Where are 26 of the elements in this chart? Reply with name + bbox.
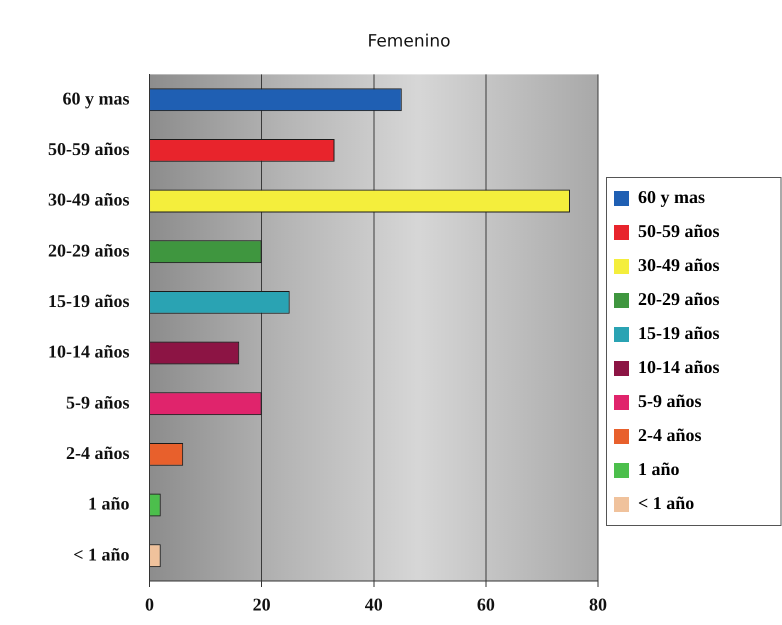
y-tick-label: 10-14 años: [48, 342, 130, 362]
x-tick-label: 20: [252, 594, 271, 615]
y-tick-label: 50-59 años: [48, 139, 130, 160]
legend-label: 1 año: [638, 459, 680, 480]
y-tick-label: 20-29 años: [48, 240, 130, 260]
y-tick-label: 1 año: [88, 494, 130, 514]
x-tick-label: 40: [364, 594, 383, 615]
y-tick-label: 2-4 años: [66, 443, 130, 464]
chart-title: Femenino: [368, 32, 450, 52]
legend-label: 2-4 años: [638, 425, 702, 446]
y-tick-label: < 1 año: [73, 544, 130, 564]
x-tick-label: 80: [589, 594, 607, 615]
x-tick-label: 60: [476, 594, 495, 615]
legend-label: 15-19 años: [638, 323, 720, 344]
legend-label: 20-29 años: [638, 289, 720, 310]
legend-label: 5-9 años: [638, 391, 702, 412]
x-tick-label: 0: [145, 594, 154, 615]
legend-label: 10-14 años: [638, 357, 720, 378]
y-tick-label: 60 y mas: [62, 88, 130, 108]
legend-label: < 1 año: [638, 493, 694, 514]
legend-label: 50-59 años: [638, 221, 720, 242]
y-tick-label: 5-9 años: [66, 392, 130, 412]
legend-label: 60 y mas: [638, 187, 705, 208]
y-tick-label: 15-19 años: [48, 291, 130, 312]
legend-label: 30-49 años: [638, 255, 720, 276]
y-tick-label: 30-49 años: [48, 190, 130, 210]
